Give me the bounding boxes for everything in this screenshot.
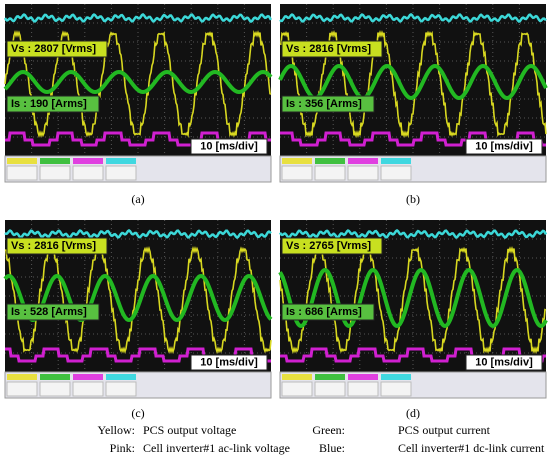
timebase-box xyxy=(190,138,268,155)
timebase-box xyxy=(465,138,543,155)
vs-label-box xyxy=(6,237,108,255)
panel-label: (a) xyxy=(131,192,144,206)
scope-panel: Vs : 2816 [Vrms] Is : 356 [Arms] 10 [ms/di… xyxy=(278,4,548,183)
channel-tag xyxy=(73,374,103,380)
channel-info xyxy=(314,381,346,397)
legend-desc: Cell inverter#1 dc-link current xyxy=(398,441,545,455)
legend-desc: PCS output current xyxy=(398,423,491,437)
dc-link-current-trace xyxy=(3,13,273,23)
channel-info xyxy=(281,165,313,181)
scope-panel: Vs : 2807 [Vrms] Is : 190 [Arms] 10 [ms/di… xyxy=(3,4,273,183)
channel-info xyxy=(39,381,71,397)
channel-tag xyxy=(348,158,378,164)
channel-info xyxy=(6,165,38,181)
vs-label-box xyxy=(6,40,108,58)
channel-info xyxy=(72,381,104,397)
channel-tag xyxy=(381,158,411,164)
channel-info xyxy=(347,381,379,397)
channel-info xyxy=(6,381,38,397)
channel-info xyxy=(105,165,137,181)
scope-panel: Vs : 2816 [Vrms] Is : 528 [Arms] 10 [ms/di… xyxy=(3,220,273,399)
channel-tag xyxy=(282,158,312,164)
channel-tag xyxy=(381,374,411,380)
vs-label: Vs : 2816 [Vrms] xyxy=(286,43,371,55)
dc-link-current-trace xyxy=(4,229,272,239)
legend-desc: Cell inverter#1 ac-link voltage xyxy=(143,441,290,455)
channel-tag xyxy=(106,158,136,164)
channel-info xyxy=(281,381,313,397)
is-label: Is : 686 [Arms] xyxy=(286,306,362,318)
output-current-trace xyxy=(3,69,273,95)
channel-tag xyxy=(282,374,312,380)
channel-info xyxy=(380,165,412,181)
output-current-trace xyxy=(278,267,548,329)
panel-label: (b) xyxy=(406,192,420,206)
is-label-box xyxy=(281,95,375,113)
channel-info xyxy=(380,381,412,397)
output-voltage-trace xyxy=(279,246,547,354)
is-label: Is : 190 [Arms] xyxy=(11,98,87,110)
channel-tag xyxy=(40,374,70,380)
legend-color: Yellow: xyxy=(98,423,135,437)
channel-tag xyxy=(7,374,37,380)
channel-info xyxy=(105,381,137,397)
vs-label-box xyxy=(281,40,383,58)
channel-info xyxy=(347,165,379,181)
vs-label: Vs : 2807 [Vrms] xyxy=(11,43,96,55)
panel-label: (d) xyxy=(406,406,420,420)
channel-tag xyxy=(40,158,70,164)
timebase-box xyxy=(465,354,543,371)
scope-panel: Vs : 2765 [Vrms] Is : 686 [Arms] 10 [ms/di… xyxy=(278,220,548,399)
timebase-label: 10 [ms/div] xyxy=(200,140,258,152)
legend-color: Blue: xyxy=(319,441,345,455)
vs-label: Vs : 2765 [Vrms] xyxy=(286,240,371,252)
is-label-box xyxy=(6,95,100,113)
channel-tag xyxy=(73,158,103,164)
is-label: Is : 356 [Arms] xyxy=(286,98,362,110)
dc-link-current-trace xyxy=(278,229,548,239)
channel-info xyxy=(39,165,71,181)
is-label-box xyxy=(281,303,375,321)
channel-tag xyxy=(7,158,37,164)
vs-label-box xyxy=(281,237,383,255)
is-label: Is : 528 [Arms] xyxy=(11,306,87,318)
legend-color: Green: xyxy=(312,423,345,437)
channel-info xyxy=(72,165,104,181)
timebase-box xyxy=(190,354,268,371)
output-current-trace xyxy=(3,273,273,323)
channel-tag xyxy=(315,374,345,380)
channel-tag xyxy=(315,158,345,164)
dc-link-current-trace xyxy=(279,13,547,23)
timebase-label: 10 [ms/div] xyxy=(200,356,258,368)
legend-desc: PCS output voltage xyxy=(143,423,236,437)
output-current-trace xyxy=(278,63,548,101)
channel-tag xyxy=(348,374,378,380)
panel-label: (c) xyxy=(131,406,144,420)
channel-tag xyxy=(106,374,136,380)
legend-color: Pink: xyxy=(110,441,135,455)
vs-label: Vs : 2816 [Vrms] xyxy=(11,240,96,252)
output-voltage-trace xyxy=(279,29,547,139)
timebase-label: 10 [ms/div] xyxy=(475,140,533,152)
timebase-label: 10 [ms/div] xyxy=(475,356,533,368)
is-label-box xyxy=(6,303,100,321)
channel-info xyxy=(314,165,346,181)
